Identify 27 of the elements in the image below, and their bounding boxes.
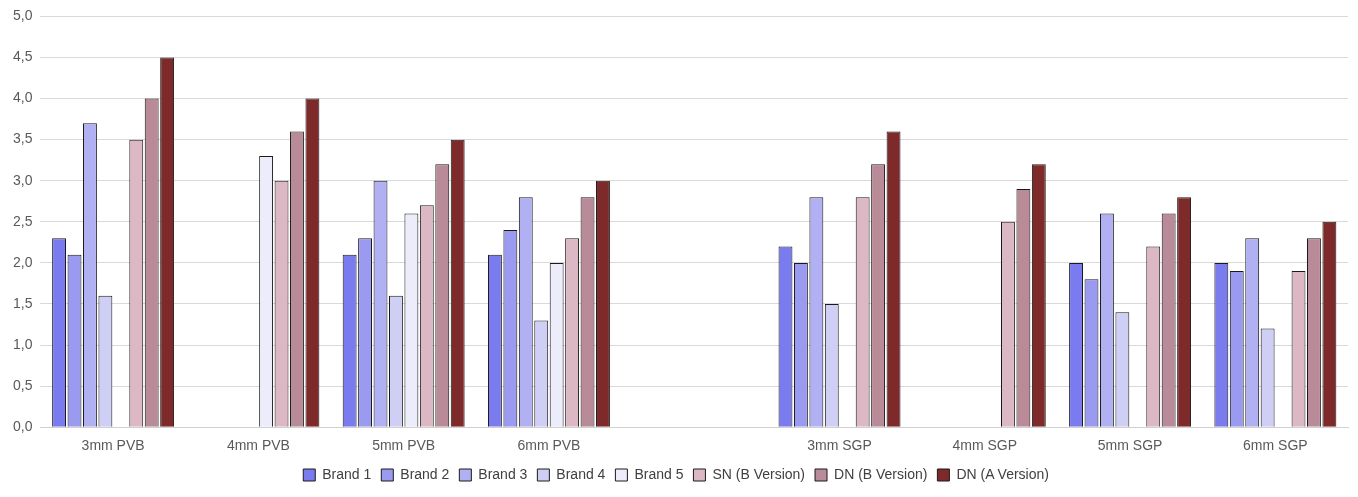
legend-label: Brand 3 — [478, 465, 528, 482]
legend-label: Brand 2 — [400, 465, 450, 482]
x-tick-label: 3mm SGP — [807, 437, 872, 454]
y-tick-label: 4,0 — [12, 89, 33, 106]
x-tick-label: 5mm PVB — [372, 437, 436, 454]
x-tick-label: 4mm SGP — [952, 437, 1018, 454]
x-tick-label: 6mm PVB — [517, 437, 581, 454]
y-tick-label: 0,0 — [12, 418, 33, 435]
y-tick-label: 2,0 — [12, 253, 33, 270]
x-tick-label: 4mm PVB — [226, 437, 290, 454]
y-tick-label: 4,5 — [12, 48, 33, 65]
legend-label: Brand 5 — [634, 465, 684, 482]
x-tick-label: 3mm PVB — [81, 437, 145, 454]
legend-label: DN (A Version) — [956, 465, 1049, 482]
legend-label: DN (B Version) — [834, 465, 928, 482]
y-tick-label: 5,0 — [12, 7, 33, 24]
y-tick-label: 0,5 — [12, 376, 33, 393]
x-tick-label: 6mm SGP — [1243, 437, 1308, 454]
legend-label: Brand 1 — [322, 465, 372, 482]
y-tick-label: 3,0 — [12, 171, 33, 188]
y-tick-label: 3,5 — [12, 130, 33, 147]
y-tick-label: 1,5 — [12, 294, 33, 311]
y-tick-label: 2,5 — [12, 212, 33, 229]
y-tick-label: 1,0 — [12, 335, 33, 352]
x-tick-label: 5mm SGP — [1097, 437, 1163, 454]
legend-label: SN (B Version) — [712, 465, 806, 482]
legend-label: Brand 4 — [556, 465, 606, 482]
